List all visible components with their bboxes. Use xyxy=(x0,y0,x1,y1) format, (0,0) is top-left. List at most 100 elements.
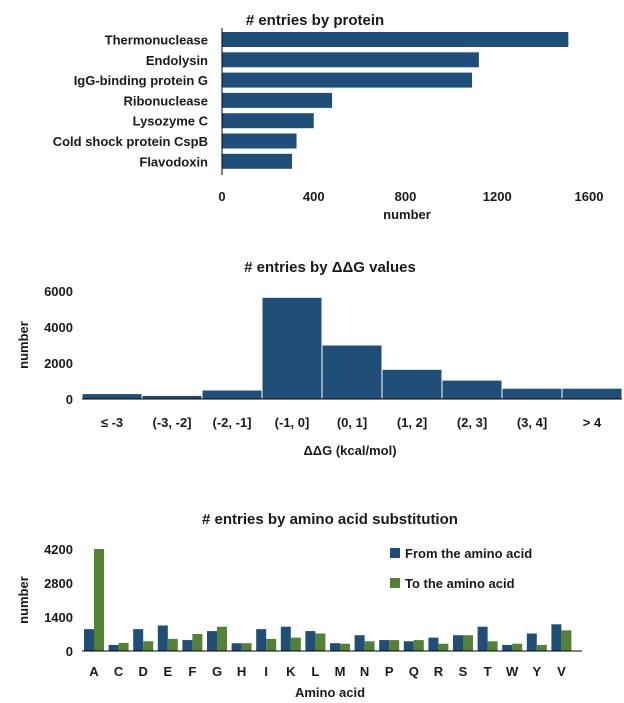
from-amino-acid-bar xyxy=(108,644,119,651)
ddg-bar xyxy=(201,389,263,400)
ddg-chart-y-axis-title: number xyxy=(16,321,31,369)
from-amino-acid-bar xyxy=(207,631,217,651)
ddg-y-tick-label: 0 xyxy=(66,392,73,407)
from-amino-acid-bar xyxy=(231,643,242,651)
to-amino-acid-bar xyxy=(340,643,350,651)
amino-acid-x-tick-label: W xyxy=(506,664,519,679)
to-amino-acid-bar xyxy=(167,638,178,651)
ddg-y-tick-label: 4000 xyxy=(44,320,73,335)
amino-acid-x-tick-label: A xyxy=(89,664,99,679)
amino-acid-chart-title: # entries by amino acid substitution xyxy=(202,511,458,528)
legend-label-to: To the amino acid xyxy=(405,576,515,591)
protein-category-label: Cold shock protein CspB xyxy=(53,134,208,149)
to-amino-acid-bar xyxy=(290,637,301,651)
from-amino-acid-bar xyxy=(305,631,316,651)
ddg-y-tick-label: 2000 xyxy=(44,356,73,371)
from-amino-acid-bar xyxy=(551,624,562,651)
legend-swatch-from xyxy=(390,548,400,558)
protein-category-label: Endolysin xyxy=(146,53,208,68)
from-amino-acid-bar xyxy=(280,626,291,651)
amino-acid-chart-x-axis-title: Amino acid xyxy=(295,685,365,700)
amino-acid-y-tick-label: 0 xyxy=(66,644,73,659)
ddg-x-tick-label: (2, 3] xyxy=(457,415,487,430)
protein-chart-x-axis-title: number xyxy=(383,207,431,222)
amino-acid-x-tick-label: S xyxy=(459,664,468,679)
from-amino-acid-bar xyxy=(502,644,513,651)
ddg-x-tick-label: (-1, 0] xyxy=(275,415,310,430)
protein-bar xyxy=(222,52,479,68)
amino-acid-x-tick-label: G xyxy=(212,664,222,679)
amino-acid-y-tick-label: 4200 xyxy=(44,542,73,557)
from-amino-acid-bar xyxy=(428,637,439,651)
amino-acid-x-tick-label: C xyxy=(114,664,124,679)
protein-category-label: Ribonuclease xyxy=(123,93,208,108)
to-amino-acid-bar xyxy=(118,642,129,651)
protein-x-tick-label: 400 xyxy=(303,189,325,204)
from-amino-acid-bar xyxy=(477,626,488,651)
protein-chart: # entries by protein Thermonuclease Endol… xyxy=(53,12,604,222)
to-amino-acid-bar xyxy=(487,641,498,651)
ddg-chart-title: # entries by ΔΔG values xyxy=(244,259,416,276)
to-amino-acid-bar xyxy=(561,630,572,651)
legend-label-from: From the amino acid xyxy=(405,546,532,561)
to-amino-acid-bar xyxy=(413,640,424,651)
amino-acid-y-tick-label: 2800 xyxy=(44,576,73,591)
protein-bar xyxy=(222,113,314,129)
to-amino-acid-bar xyxy=(266,638,277,651)
amino-acid-x-tick-label: D xyxy=(139,664,148,679)
from-amino-acid-bar xyxy=(84,629,94,651)
protein-bar xyxy=(222,133,297,149)
amino-acid-x-tick-label: Y xyxy=(532,664,541,679)
to-amino-acid-bar xyxy=(192,634,203,651)
amino-acid-x-tick-label: H xyxy=(237,664,246,679)
protein-category-label: Lysozyme C xyxy=(133,114,209,129)
ddg-bar xyxy=(381,368,443,400)
amino-acid-x-tick-label: K xyxy=(286,664,296,679)
protein-bar xyxy=(222,32,569,47)
amino-acid-x-tick-label: T xyxy=(484,664,492,679)
ddg-y-tick-label: 6000 xyxy=(44,284,73,299)
from-amino-acid-bar xyxy=(526,633,537,651)
amino-acid-x-tick-label: P xyxy=(385,664,394,679)
ddg-x-tick-label: (-3, -2] xyxy=(153,415,192,430)
to-amino-acid-bar xyxy=(389,640,400,651)
amino-acid-x-tick-label: F xyxy=(188,664,196,679)
to-amino-acid-bar xyxy=(143,641,154,651)
from-amino-acid-bar xyxy=(403,641,414,651)
amino-acid-x-tick-label: V xyxy=(557,664,566,679)
ddg-x-tick-label: (3, 4] xyxy=(517,415,547,430)
from-amino-acid-bar xyxy=(182,640,193,651)
from-amino-acid-bar xyxy=(133,629,144,651)
amino-acid-x-tick-label: M xyxy=(335,664,346,679)
protein-x-tick-label: 800 xyxy=(395,189,417,204)
amino-acid-chart-y-axis-title: number xyxy=(16,576,31,624)
amino-acid-x-tick-label: Q xyxy=(409,664,419,679)
ddg-x-tick-label: (0, 1] xyxy=(337,415,367,430)
ddg-x-tick-label: (-2, -1] xyxy=(213,415,252,430)
amino-acid-y-tick-label: 1400 xyxy=(44,610,73,625)
to-amino-acid-bar xyxy=(364,641,375,651)
ddg-bar xyxy=(441,379,503,400)
amino-acid-chart: # entries by amino acid substitution num… xyxy=(16,511,582,700)
to-amino-acid-bar xyxy=(536,644,547,651)
from-amino-acid-bar xyxy=(256,629,267,651)
from-amino-acid-bar xyxy=(354,635,365,651)
from-amino-acid-bar xyxy=(379,640,390,651)
legend-swatch-to xyxy=(390,578,400,588)
amino-acid-x-tick-label: R xyxy=(434,664,444,679)
ddg-x-tick-label: > 4 xyxy=(583,415,602,430)
ddg-bar xyxy=(261,296,323,400)
ddg-chart: # entries by ΔΔG values number 0 2000 4000… xyxy=(16,259,623,458)
to-amino-acid-bar xyxy=(241,643,252,651)
ddg-chart-x-axis-title: ΔΔG (kcal/mol) xyxy=(303,443,396,458)
to-amino-acid-bar xyxy=(217,626,227,651)
amino-acid-x-tick-label: I xyxy=(264,664,268,679)
protein-category-label: Thermonuclease xyxy=(105,33,208,48)
ddg-bar xyxy=(321,344,383,400)
amino-acid-legend: From the amino acid To the amino acid xyxy=(390,546,532,591)
protein-bar xyxy=(222,92,333,108)
protein-chart-title: # entries by protein xyxy=(246,12,384,29)
to-amino-acid-bar xyxy=(315,633,326,651)
from-amino-acid-bar xyxy=(330,643,340,651)
